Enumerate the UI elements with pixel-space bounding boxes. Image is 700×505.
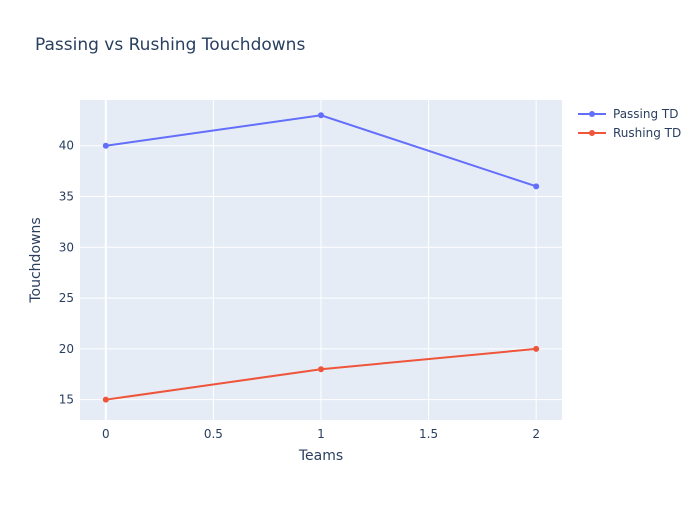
y-tick-label: 20 — [59, 342, 74, 356]
legend-label-passing-td: Passing TD — [613, 107, 679, 121]
data-point-rushing-td — [318, 366, 324, 373]
data-point-passing-td — [533, 183, 540, 190]
y-tick-label: 25 — [59, 291, 74, 305]
chart-title: Passing vs Rushing Touchdowns — [35, 35, 305, 55]
y-axis-title: Touchdowns — [28, 217, 44, 303]
x-tick-label: 0 — [102, 427, 110, 441]
y-tick-label: 35 — [59, 190, 74, 204]
series-layer — [102, 112, 540, 403]
data-point-passing-td — [318, 112, 324, 119]
y-tick-label: 40 — [59, 139, 74, 153]
legend-marker-icon — [589, 130, 595, 136]
x-tick-label: 1 — [317, 427, 325, 441]
x-axis-title: Teams — [298, 448, 343, 464]
data-point-rushing-td — [533, 345, 540, 352]
x-tick-label: 1.5 — [419, 427, 438, 441]
x-tick-label: 2 — [532, 427, 540, 441]
legend[interactable]: Passing TD Rushing TD — [578, 107, 681, 140]
data-point-rushing-td — [102, 396, 109, 403]
legend-label-rushing-td: Rushing TD — [613, 126, 681, 140]
x-tick-label: 0.5 — [204, 427, 223, 441]
data-point-passing-td — [102, 142, 109, 149]
legend-item-rushing-td[interactable]: Rushing TD — [578, 126, 681, 140]
y-tick-label: 15 — [59, 393, 74, 407]
legend-item-passing-td[interactable]: Passing TD — [578, 107, 679, 121]
grid — [80, 100, 562, 420]
legend-marker-icon — [589, 111, 595, 117]
tick-labels: 0 0.5 1 1.5 2 15 20 25 30 35 40 — [59, 139, 540, 441]
y-tick-label: 30 — [59, 240, 74, 254]
